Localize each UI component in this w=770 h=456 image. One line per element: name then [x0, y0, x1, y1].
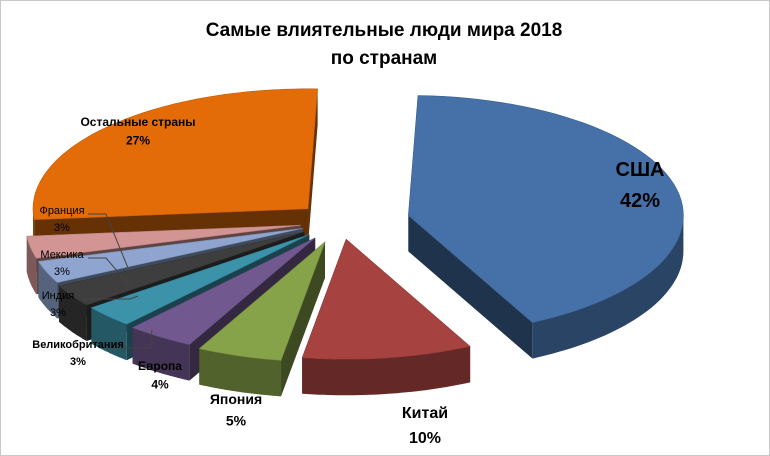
data-label-name-8: Остальные страны	[80, 115, 195, 129]
data-label-value-5: 3%	[50, 307, 66, 319]
data-label-name-6: Мексика	[40, 249, 84, 261]
leader-line-7	[88, 213, 129, 269]
data-label-value-0: 42%	[620, 190, 660, 212]
pie-slice-top-8	[32, 88, 318, 221]
data-labels: США 42% Китай 10% Япония 5% Европа 4% Великобрит…	[32, 115, 664, 447]
pie-slice-0	[408, 95, 684, 359]
pie-slice-top-4	[90, 234, 310, 325]
pie-slice-top-7	[26, 224, 301, 259]
pie-slice-wall-0-1	[408, 215, 533, 359]
data-label-value-3: 4%	[151, 378, 169, 392]
pie-slice-2	[198, 240, 326, 397]
pie-slice-top-1	[301, 238, 471, 360]
pie-slices	[26, 88, 684, 397]
pie-slice-edge-1	[302, 346, 471, 396]
chart-title-line-1: Самые влиятельные люди мира 2018	[206, 20, 563, 41]
pie-slice-top-3	[131, 237, 316, 345]
leader-line-4	[106, 329, 153, 349]
pie-slice-edge-6	[38, 261, 58, 319]
pie-slice-edge-7	[26, 236, 37, 295]
pie-slice-top-2	[198, 240, 326, 361]
data-label-name-0: США	[616, 159, 665, 181]
data-label-value-8: 27%	[126, 134, 150, 148]
data-label-value-1: 10%	[409, 430, 441, 447]
pie-slice-top-6	[37, 228, 303, 283]
data-label-value-2: 5%	[226, 413, 247, 429]
pie-slice-wall-4-1	[91, 234, 310, 344]
pie-slice-edge-5	[59, 285, 87, 341]
data-label-value-6: 3%	[54, 266, 70, 278]
leader-line-6	[88, 257, 131, 287]
data-label-name-7: Франция	[39, 205, 84, 217]
data-label-name-4: Великобритания	[32, 339, 124, 351]
pie-slice-edge-0	[532, 215, 684, 359]
pie-slice-top-5	[58, 231, 305, 306]
data-label-name-5: Индия	[42, 290, 75, 302]
leader-line-5	[82, 295, 139, 300]
leader-lines	[82, 213, 153, 349]
data-label-name-1: Китай	[402, 405, 448, 422]
data-label-value-4: 3%	[70, 356, 86, 368]
data-label-name-2: Япония	[210, 391, 262, 407]
pie-slice-wall-8-1	[308, 88, 318, 245]
chart-title-line-2: по странам	[331, 48, 438, 69]
pie-slice-edge-2	[199, 348, 281, 397]
pie-slice-1	[301, 238, 471, 396]
data-label-value-7: 3%	[54, 222, 70, 234]
data-label-name-3: Европа	[138, 359, 182, 373]
pie-slice-top-0	[408, 95, 684, 323]
pie-slice-edge-3	[132, 327, 190, 381]
